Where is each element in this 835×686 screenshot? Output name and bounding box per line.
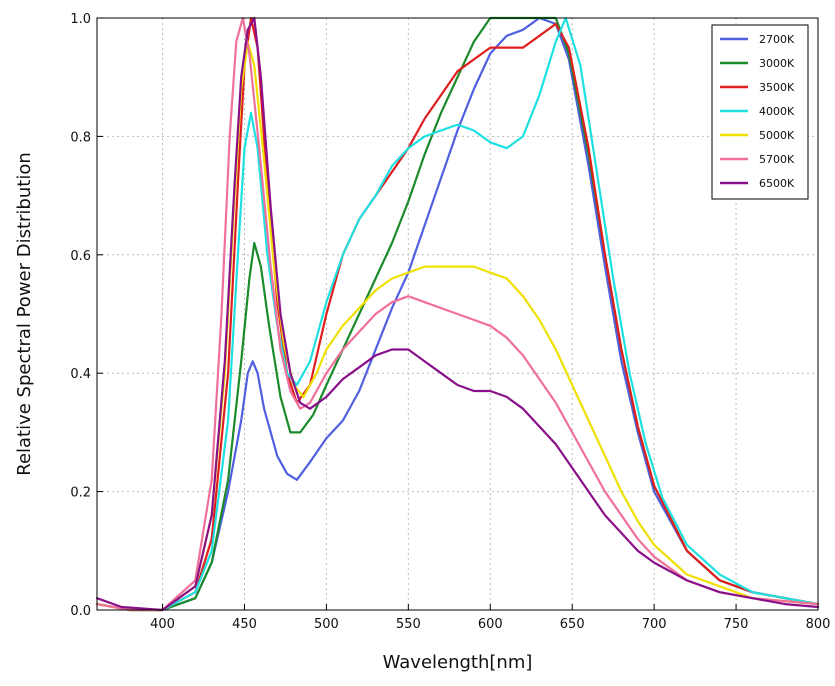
y-axis-title: Relative Spectral Power Distribution bbox=[14, 152, 35, 476]
plot-frame bbox=[96, 17, 819, 611]
legend-label: 3000K bbox=[759, 57, 795, 70]
y-tick-label: 0.0 bbox=[70, 604, 91, 619]
axis-ticks: 400 450 500 550 600 650 700 750 800 0.0 0.2 0.4 0.6 0… bbox=[70, 12, 830, 632]
series-line-5700K bbox=[95, 16, 820, 612]
legend-label: 4000K bbox=[759, 105, 795, 118]
x-axis-title: Wavelength[nm] bbox=[383, 652, 533, 673]
x-tick-label: 700 bbox=[642, 617, 667, 632]
legend: 2700K 3000K 3500K 4000K 5000K 5700K 6500K bbox=[711, 24, 809, 200]
x-tick-label: 450 bbox=[232, 617, 257, 632]
x-tick-label: 500 bbox=[314, 617, 339, 632]
y-tick-label: 0.2 bbox=[70, 486, 91, 501]
legend-label: 6500K bbox=[759, 177, 795, 190]
x-tick-label: 550 bbox=[396, 617, 421, 632]
y-tick-label: 0.4 bbox=[70, 367, 91, 382]
legend-label: 5700K bbox=[759, 153, 795, 166]
legend-label: 2700K bbox=[759, 33, 795, 46]
y-tick-label: 1.0 bbox=[70, 12, 91, 27]
y-tick-label: 0.6 bbox=[70, 249, 91, 264]
y-tick-label: 0.8 bbox=[70, 130, 91, 145]
series-line-6500K bbox=[95, 16, 820, 612]
x-tick-label: 750 bbox=[724, 617, 749, 632]
legend-label: 3500K bbox=[759, 81, 795, 94]
series-line-4000K bbox=[95, 16, 820, 612]
x-tick-label: 600 bbox=[478, 617, 503, 632]
legend-label: 5000K bbox=[759, 129, 795, 142]
x-tick-label: 650 bbox=[560, 617, 585, 632]
x-tick-label: 800 bbox=[806, 617, 831, 632]
series-lines bbox=[95, 16, 820, 612]
x-tick-label: 400 bbox=[150, 617, 175, 632]
